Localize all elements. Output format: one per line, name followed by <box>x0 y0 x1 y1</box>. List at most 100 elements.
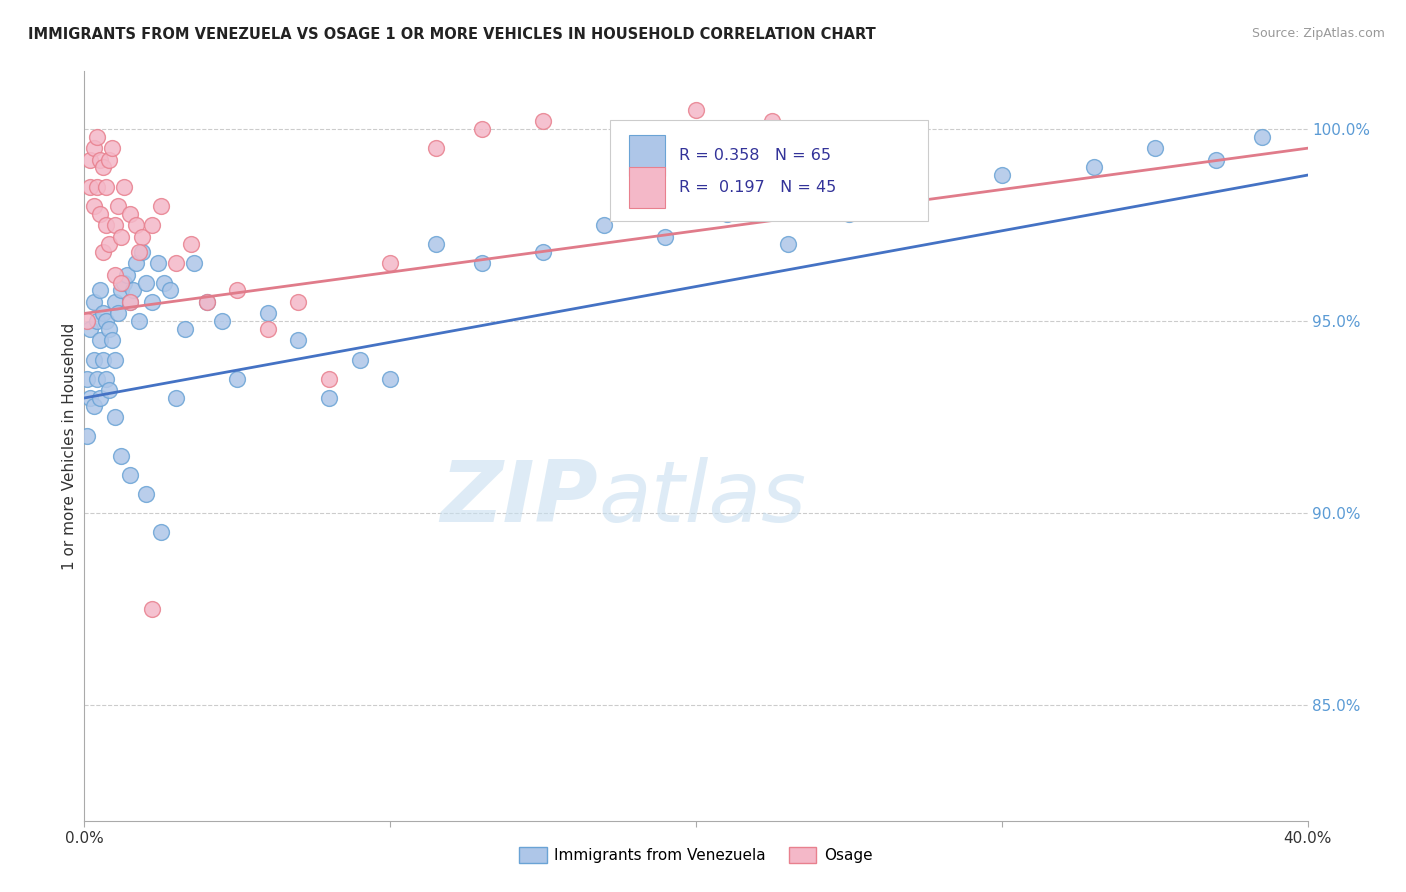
Point <box>318 372 340 386</box>
Point <box>685 103 707 117</box>
Point <box>531 244 554 259</box>
Point <box>776 237 799 252</box>
Point <box>257 306 280 320</box>
Bar <box>628 167 665 208</box>
Point <box>76 372 98 386</box>
Bar <box>628 135 665 177</box>
Text: IMMIGRANTS FROM VENEZUELA VS OSAGE 1 OR MORE VEHICLES IN HOUSEHOLD CORRELATION C: IMMIGRANTS FROM VENEZUELA VS OSAGE 1 OR … <box>28 27 876 42</box>
Point <box>86 314 108 328</box>
Point <box>94 218 117 232</box>
Point <box>761 114 783 128</box>
Point <box>91 244 114 259</box>
Point <box>83 352 105 367</box>
Point <box>79 391 101 405</box>
Point <box>141 218 163 232</box>
Point <box>654 229 676 244</box>
Point <box>110 284 132 298</box>
Point <box>79 153 101 167</box>
Point <box>165 391 187 405</box>
Point <box>838 206 860 220</box>
Point <box>146 256 169 270</box>
Point <box>593 218 616 232</box>
Point <box>716 206 738 220</box>
Point <box>287 294 309 309</box>
Point <box>89 391 111 405</box>
Point <box>94 314 117 328</box>
Point <box>159 284 181 298</box>
Point <box>104 218 127 232</box>
Point <box>149 525 172 540</box>
Point <box>211 314 233 328</box>
Point <box>1143 141 1166 155</box>
Point <box>76 314 98 328</box>
Point <box>195 294 218 309</box>
Point <box>120 206 142 220</box>
Text: Source: ZipAtlas.com: Source: ZipAtlas.com <box>1251 27 1385 40</box>
Point <box>125 218 148 232</box>
Point <box>838 122 860 136</box>
Point <box>79 322 101 336</box>
Point <box>112 276 135 290</box>
Point <box>104 410 127 425</box>
Point <box>101 141 124 155</box>
Point <box>131 229 153 244</box>
Point <box>86 129 108 144</box>
Point <box>83 199 105 213</box>
Point <box>104 352 127 367</box>
Point <box>112 179 135 194</box>
Point <box>226 372 249 386</box>
Point <box>531 114 554 128</box>
Point <box>349 352 371 367</box>
Point <box>131 244 153 259</box>
Point <box>86 179 108 194</box>
Point <box>1250 129 1272 144</box>
Point <box>94 372 117 386</box>
Point <box>89 334 111 348</box>
Point <box>1083 161 1105 175</box>
Point <box>97 153 120 167</box>
Point <box>89 284 111 298</box>
Point <box>471 122 494 136</box>
Point <box>115 268 138 282</box>
Point <box>101 334 124 348</box>
Point <box>110 449 132 463</box>
Point <box>165 256 187 270</box>
Point <box>380 372 402 386</box>
FancyBboxPatch shape <box>610 120 928 221</box>
Text: R =  0.197   N = 45: R = 0.197 N = 45 <box>679 179 837 194</box>
Text: atlas: atlas <box>598 457 806 540</box>
Point <box>609 122 631 136</box>
Point <box>79 179 101 194</box>
Point <box>149 199 172 213</box>
Point <box>135 276 157 290</box>
Point <box>107 199 129 213</box>
Point <box>120 294 142 309</box>
Text: R = 0.358   N = 65: R = 0.358 N = 65 <box>679 148 831 163</box>
Point <box>110 229 132 244</box>
Point <box>898 179 921 194</box>
Point <box>110 276 132 290</box>
Point <box>318 391 340 405</box>
Point <box>120 294 142 309</box>
Point <box>425 237 447 252</box>
Point <box>425 141 447 155</box>
Point <box>128 244 150 259</box>
Point <box>174 322 197 336</box>
Point <box>471 256 494 270</box>
Point <box>195 294 218 309</box>
Point <box>76 429 98 443</box>
Legend: Immigrants from Venezuela, Osage: Immigrants from Venezuela, Osage <box>513 841 879 869</box>
Point <box>97 322 120 336</box>
Point <box>91 161 114 175</box>
Point <box>97 384 120 398</box>
Point <box>122 284 145 298</box>
Point <box>287 334 309 348</box>
Point <box>257 322 280 336</box>
Text: ZIP: ZIP <box>440 457 598 540</box>
Point <box>226 284 249 298</box>
Point <box>83 399 105 413</box>
Point <box>141 294 163 309</box>
Point <box>97 237 120 252</box>
Point <box>1205 153 1227 167</box>
Point <box>104 294 127 309</box>
